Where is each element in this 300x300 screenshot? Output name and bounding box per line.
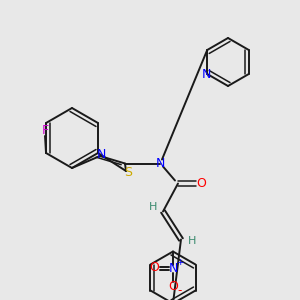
Text: +: + [176, 258, 184, 267]
Text: N: N [168, 262, 178, 275]
Text: H: H [188, 236, 196, 247]
Text: O: O [196, 177, 206, 190]
Text: N: N [202, 68, 211, 80]
Text: O: O [168, 280, 178, 293]
Text: S: S [124, 166, 132, 178]
Text: O: O [149, 261, 159, 274]
Text: -: - [178, 284, 182, 297]
Text: N: N [96, 148, 106, 160]
Text: N: N [155, 157, 165, 170]
Text: H: H [149, 202, 157, 212]
Text: F: F [41, 124, 49, 137]
